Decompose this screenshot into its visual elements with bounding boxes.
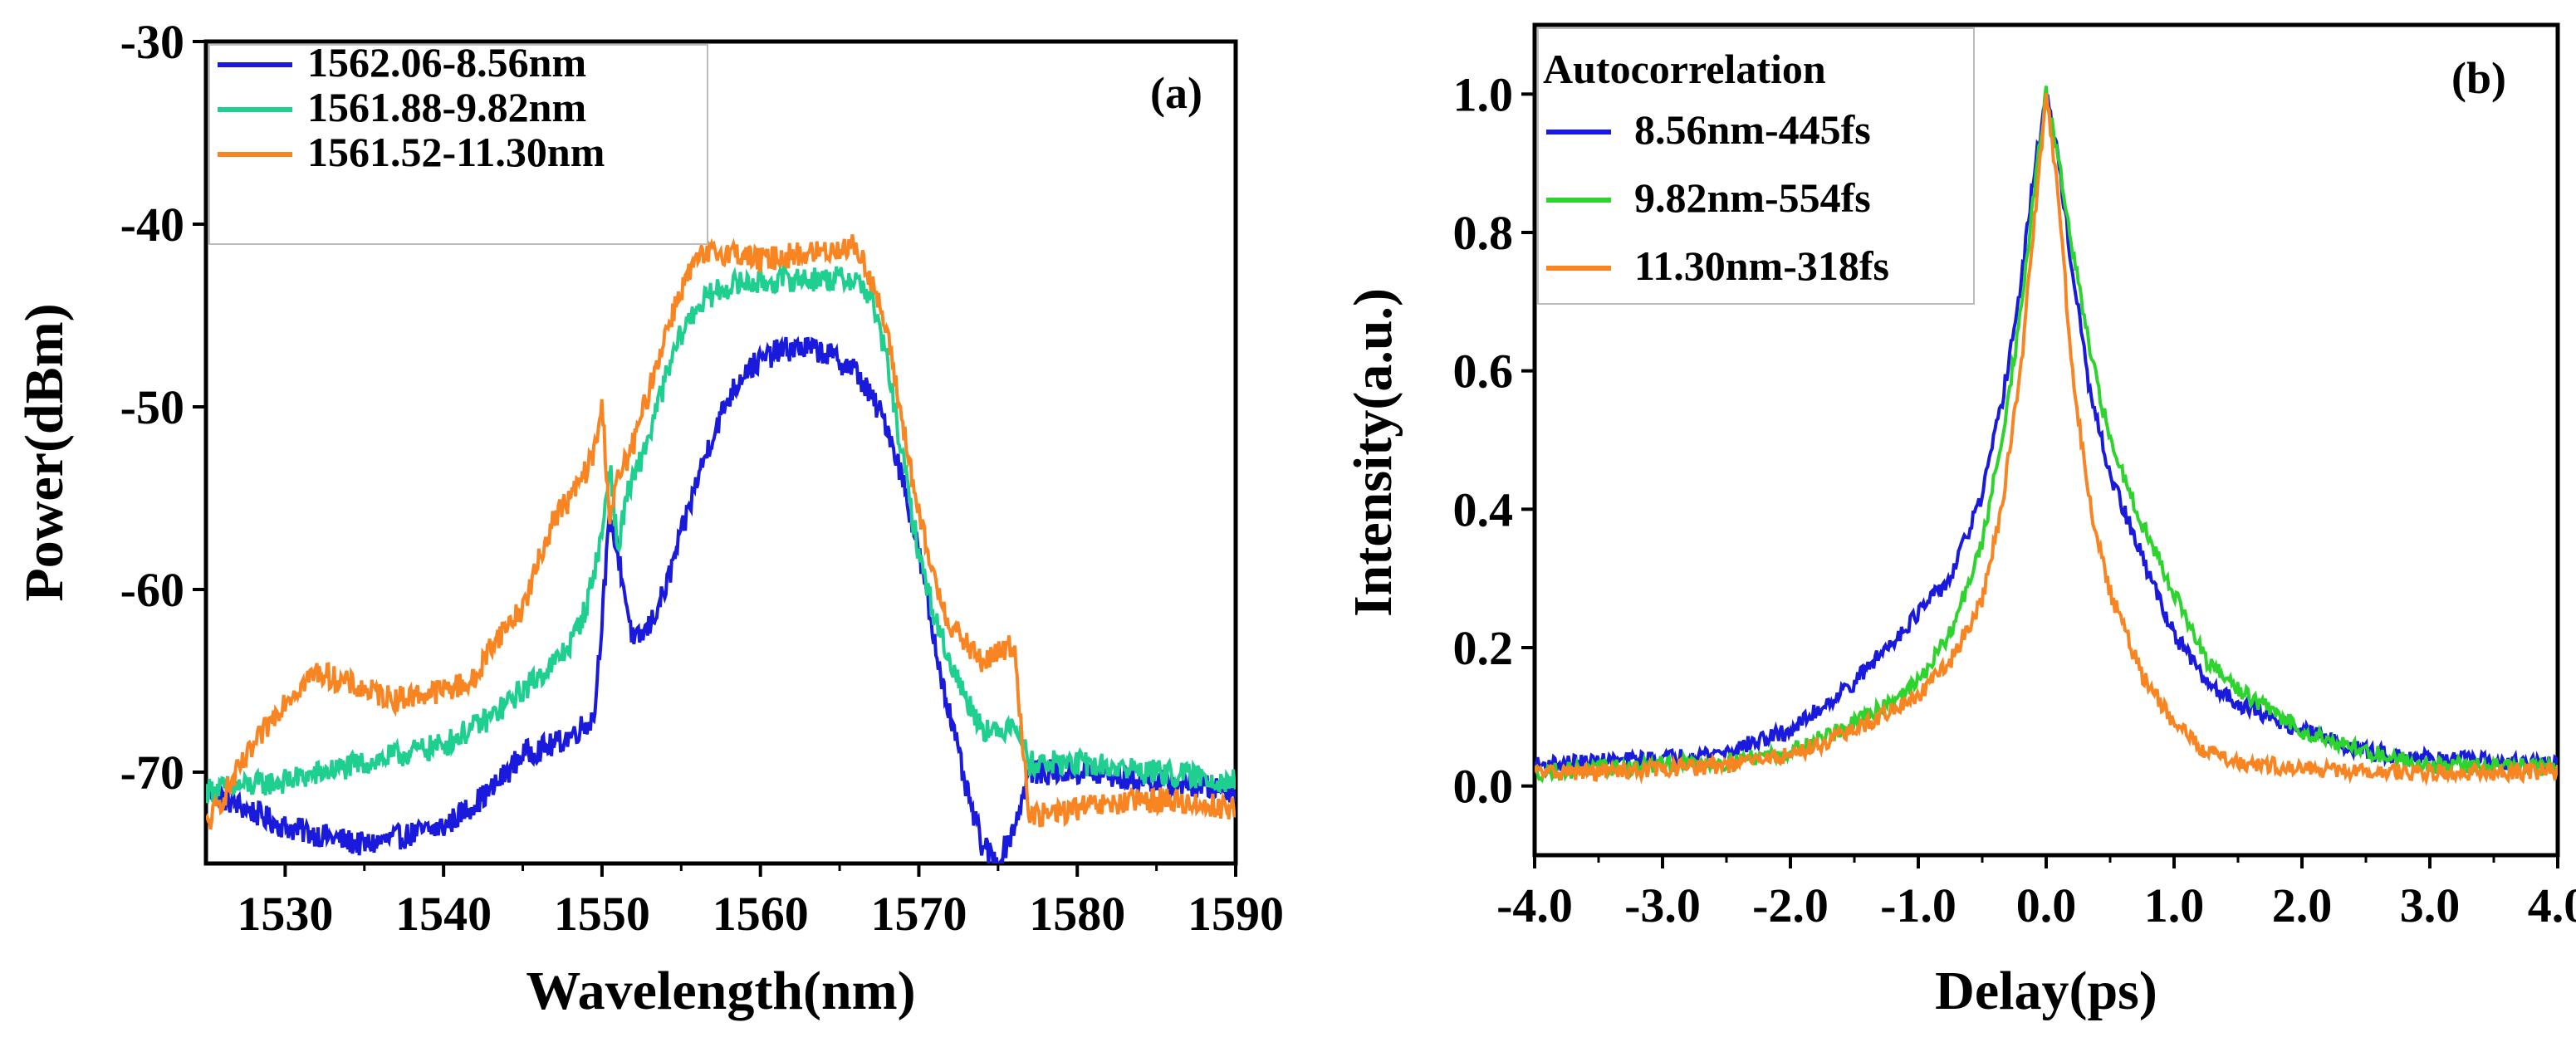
x-tick-label: 1570 — [870, 887, 967, 941]
panel-b: -4.0 -3.0 -2.0 -1.0 0.0 1.0 2.0 3.0 4.0 0.0 0.2 0.4… — [1343, 22, 2576, 1021]
x-tick-label: 0.0 — [2016, 878, 2077, 932]
panel-b-ticks: -4.0 -3.0 -2.0 -1.0 0.0 1.0 2.0 3.0 4.0 0.0 0.2 0.4… — [1453, 67, 2576, 932]
y-tick-label: -40 — [120, 198, 184, 252]
y-tick-label: -60 — [120, 563, 184, 617]
x-tick-label: 1580 — [1029, 887, 1125, 941]
panel-a-ylabel: Power(dBm) — [14, 303, 75, 601]
panel-a-series-line-1 — [206, 335, 1236, 863]
legend-label-2: 9.82nm-554fs — [1634, 174, 1871, 221]
panel-b-series-group — [1535, 86, 2558, 787]
y-tick-label: -70 — [120, 746, 184, 800]
x-tick-label: 2.0 — [2272, 878, 2333, 932]
y-tick-label: 1.0 — [1453, 67, 1514, 121]
panel-a-legend: 1562.06-8.56nm1561.88-9.82nm1561.52-11.3… — [208, 39, 708, 245]
panel-b-label: (b) — [2451, 53, 2506, 103]
x-tick-label: -1.0 — [1880, 878, 1956, 932]
x-tick-label: -2.0 — [1752, 878, 1829, 932]
y-tick-label: -30 — [120, 15, 184, 69]
panel-b-ylabel: Intensity(a.u.) — [1343, 288, 1403, 617]
panel-a-xlabel: Wavelength(nm) — [526, 961, 915, 1021]
legend-label-3: 11.30nm-318fs — [1634, 242, 1889, 289]
x-tick-label: -3.0 — [1624, 878, 1701, 932]
panel-a-series-line-2 — [206, 263, 1236, 804]
panel-b-series-line-3 — [1535, 93, 2558, 787]
panel-a-plot-frame — [203, 39, 1238, 866]
panel-b-legend: Autocorrelation 8.56nm-445fs 9.82nm-554fs… — [1537, 27, 1975, 305]
panel-a: 1530 1540 1550 1560 1570 1580 1590 -30 -40 -50 -60… — [14, 15, 1284, 1021]
y-tick-label: 0.2 — [1453, 621, 1514, 675]
x-tick-label: 4.0 — [2528, 878, 2576, 932]
panel-a-series-line-3 — [206, 234, 1236, 830]
panel-a-legend-box — [208, 44, 708, 245]
legend-label-1: 1562.06-8.56nm — [307, 39, 586, 86]
y-tick-label: 0.4 — [1453, 482, 1514, 536]
legend-label-1: 8.56nm-445fs — [1634, 106, 1871, 153]
x-tick-label: -4.0 — [1496, 878, 1573, 932]
panel-b-legend-box — [1537, 27, 1975, 305]
panel-b-legend-title: Autocorrelation — [1543, 46, 1826, 92]
legend-label-3: 1561.52-11.30nm — [307, 129, 605, 175]
x-tick-label: 1.0 — [2144, 878, 2205, 932]
x-tick-label: 1590 — [1188, 887, 1284, 941]
panel-a-series-group — [206, 234, 1236, 863]
x-tick-label: 1560 — [713, 887, 809, 941]
y-tick-label: 0.8 — [1453, 206, 1514, 260]
panel-b-xlabel: Delay(ps) — [1935, 961, 2157, 1021]
x-tick-label: 1550 — [554, 887, 650, 941]
x-tick-label: 1540 — [395, 887, 492, 941]
panel-a-label: (a) — [1150, 68, 1202, 118]
legend-label-2: 1561.88-9.82nm — [307, 84, 586, 130]
y-tick-label: 0.6 — [1453, 345, 1514, 399]
y-tick-label: -50 — [120, 380, 184, 434]
x-tick-label: 1530 — [237, 887, 333, 941]
x-tick-label: 3.0 — [2400, 878, 2461, 932]
y-tick-label: 0.0 — [1453, 760, 1514, 814]
panel-a-ticks: 1530 1540 1550 1560 1570 1580 1590 -30 -40 -50 -60… — [120, 15, 1284, 941]
